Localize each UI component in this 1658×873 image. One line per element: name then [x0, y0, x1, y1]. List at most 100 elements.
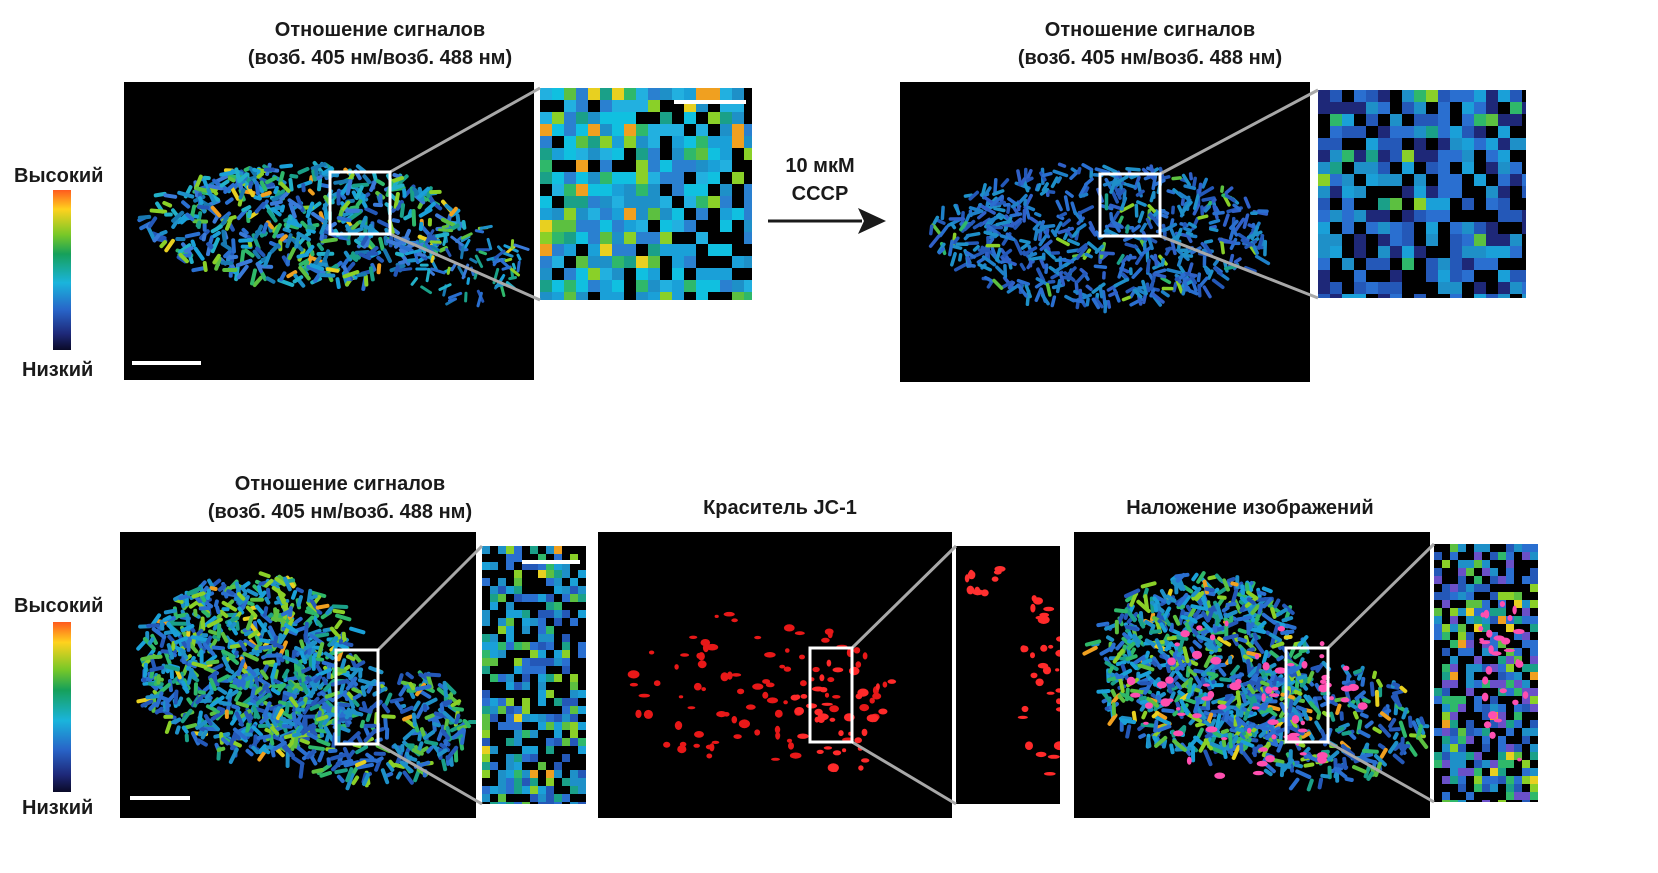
mito-fragment [1222, 705, 1231, 712]
mito-fragment [301, 682, 309, 695]
mito-fragment [1377, 743, 1386, 750]
mito-fragment [1401, 707, 1409, 720]
pixel-tile [1482, 624, 1490, 632]
pixel-tile [576, 160, 588, 172]
pixel-tile [506, 786, 514, 794]
pixel-tile [1522, 102, 1526, 114]
pixel-tile [1458, 768, 1466, 776]
pixel-tile [1530, 792, 1538, 800]
mito-fragment [1078, 205, 1095, 215]
pixel-tile [1434, 616, 1442, 624]
pixel-tile [554, 698, 562, 706]
jc1-spot [733, 734, 742, 739]
pixel-tile [1442, 760, 1450, 768]
mito-fragment [1217, 595, 1227, 600]
pixel-tile [1498, 552, 1506, 560]
pixel-tile [554, 610, 562, 618]
mito-fragment [1236, 615, 1252, 622]
mito-fragment [308, 653, 313, 669]
mito-fragment [390, 183, 405, 191]
mito-fragment [1094, 297, 1104, 309]
mito-fragment [193, 246, 205, 261]
mito-fragment [1039, 258, 1046, 269]
mito-fragment [330, 752, 348, 761]
mito-fragment [299, 639, 306, 652]
mito-fragment [298, 265, 311, 281]
mito-fragment [1016, 283, 1028, 298]
mito-fragment [996, 213, 1003, 221]
pixel-tile [576, 136, 588, 148]
pixel-tile [1498, 608, 1506, 616]
mito-fragment [1204, 586, 1215, 593]
pixel-tile [684, 256, 696, 268]
pixel-tile [1390, 198, 1402, 210]
pixel-tile [540, 256, 552, 268]
pixel-tile [522, 562, 530, 570]
pixel-tile [1450, 736, 1458, 744]
mito-fragment [254, 181, 260, 196]
mito-fragment [1219, 677, 1232, 683]
pixel-tile [1474, 680, 1482, 688]
pixel-tile [624, 88, 636, 100]
pixel-tile [578, 650, 586, 658]
mito-fragment [1156, 181, 1163, 195]
mito-fragment [1376, 678, 1383, 688]
mito-fragment [451, 706, 464, 712]
mito-fragment [1164, 641, 1174, 652]
mito-fragment [1043, 248, 1056, 260]
mito-fragment [229, 639, 237, 647]
mito-fragment [258, 644, 273, 651]
mito-fragment [331, 604, 349, 609]
pixel-tile [1318, 234, 1330, 246]
mito-fragment [339, 231, 349, 239]
jc1-spot [800, 680, 807, 687]
mito-fragment [1138, 695, 1147, 701]
mito-fragment [1125, 654, 1138, 662]
pixel-tile [1506, 664, 1514, 672]
pixel-tile [1330, 234, 1342, 246]
mito-fragment [1372, 670, 1377, 680]
pixel-tile [612, 172, 624, 184]
pixel-tile [1330, 126, 1342, 138]
mito-fragment [320, 237, 338, 244]
mito-fragment [1149, 164, 1154, 173]
pixel-tile [1442, 648, 1450, 656]
jc1-spot [832, 765, 839, 772]
pixel-tile [1378, 258, 1390, 270]
pixel-tile [1426, 210, 1438, 222]
pixel-tile [648, 196, 660, 208]
pixel-tile [732, 112, 744, 124]
pixel-tile [1466, 648, 1474, 656]
pixel-tile [1330, 114, 1342, 126]
mito-fragment [163, 193, 178, 199]
pixel-tile [1366, 138, 1378, 150]
mito-fragment [1171, 579, 1178, 587]
jc1-spot [786, 738, 793, 743]
jc1-spot [1251, 706, 1260, 710]
title-line-1: Отношение сигналов [234, 473, 446, 495]
pixel-tile [588, 196, 600, 208]
pixel-tile [490, 706, 498, 714]
pixel-tile [1378, 294, 1390, 298]
mito-fragment [1183, 226, 1193, 233]
pixel-tile [1482, 784, 1490, 792]
mito-fragment [1211, 278, 1225, 290]
pixel-tile [1490, 592, 1498, 600]
mito-fragment [185, 212, 195, 222]
pixel-tile [1354, 102, 1366, 114]
pixel-tile [506, 618, 514, 626]
jc1-spot [779, 664, 786, 669]
mito-fragment [1102, 164, 1118, 174]
mito-fragment [216, 686, 228, 695]
jc1-spot [1217, 704, 1227, 710]
mito-fragment [1131, 224, 1141, 233]
jc1-spot [824, 692, 830, 698]
mito-fragment [370, 262, 377, 272]
mito-fragment [212, 578, 222, 587]
pixel-tile [1474, 560, 1482, 568]
jc1-spot [1517, 757, 1522, 762]
jc1-spot [1043, 606, 1055, 612]
pixel-tile [1506, 592, 1514, 600]
pixel-tile [1318, 270, 1330, 282]
pixel-tile [1474, 294, 1486, 298]
